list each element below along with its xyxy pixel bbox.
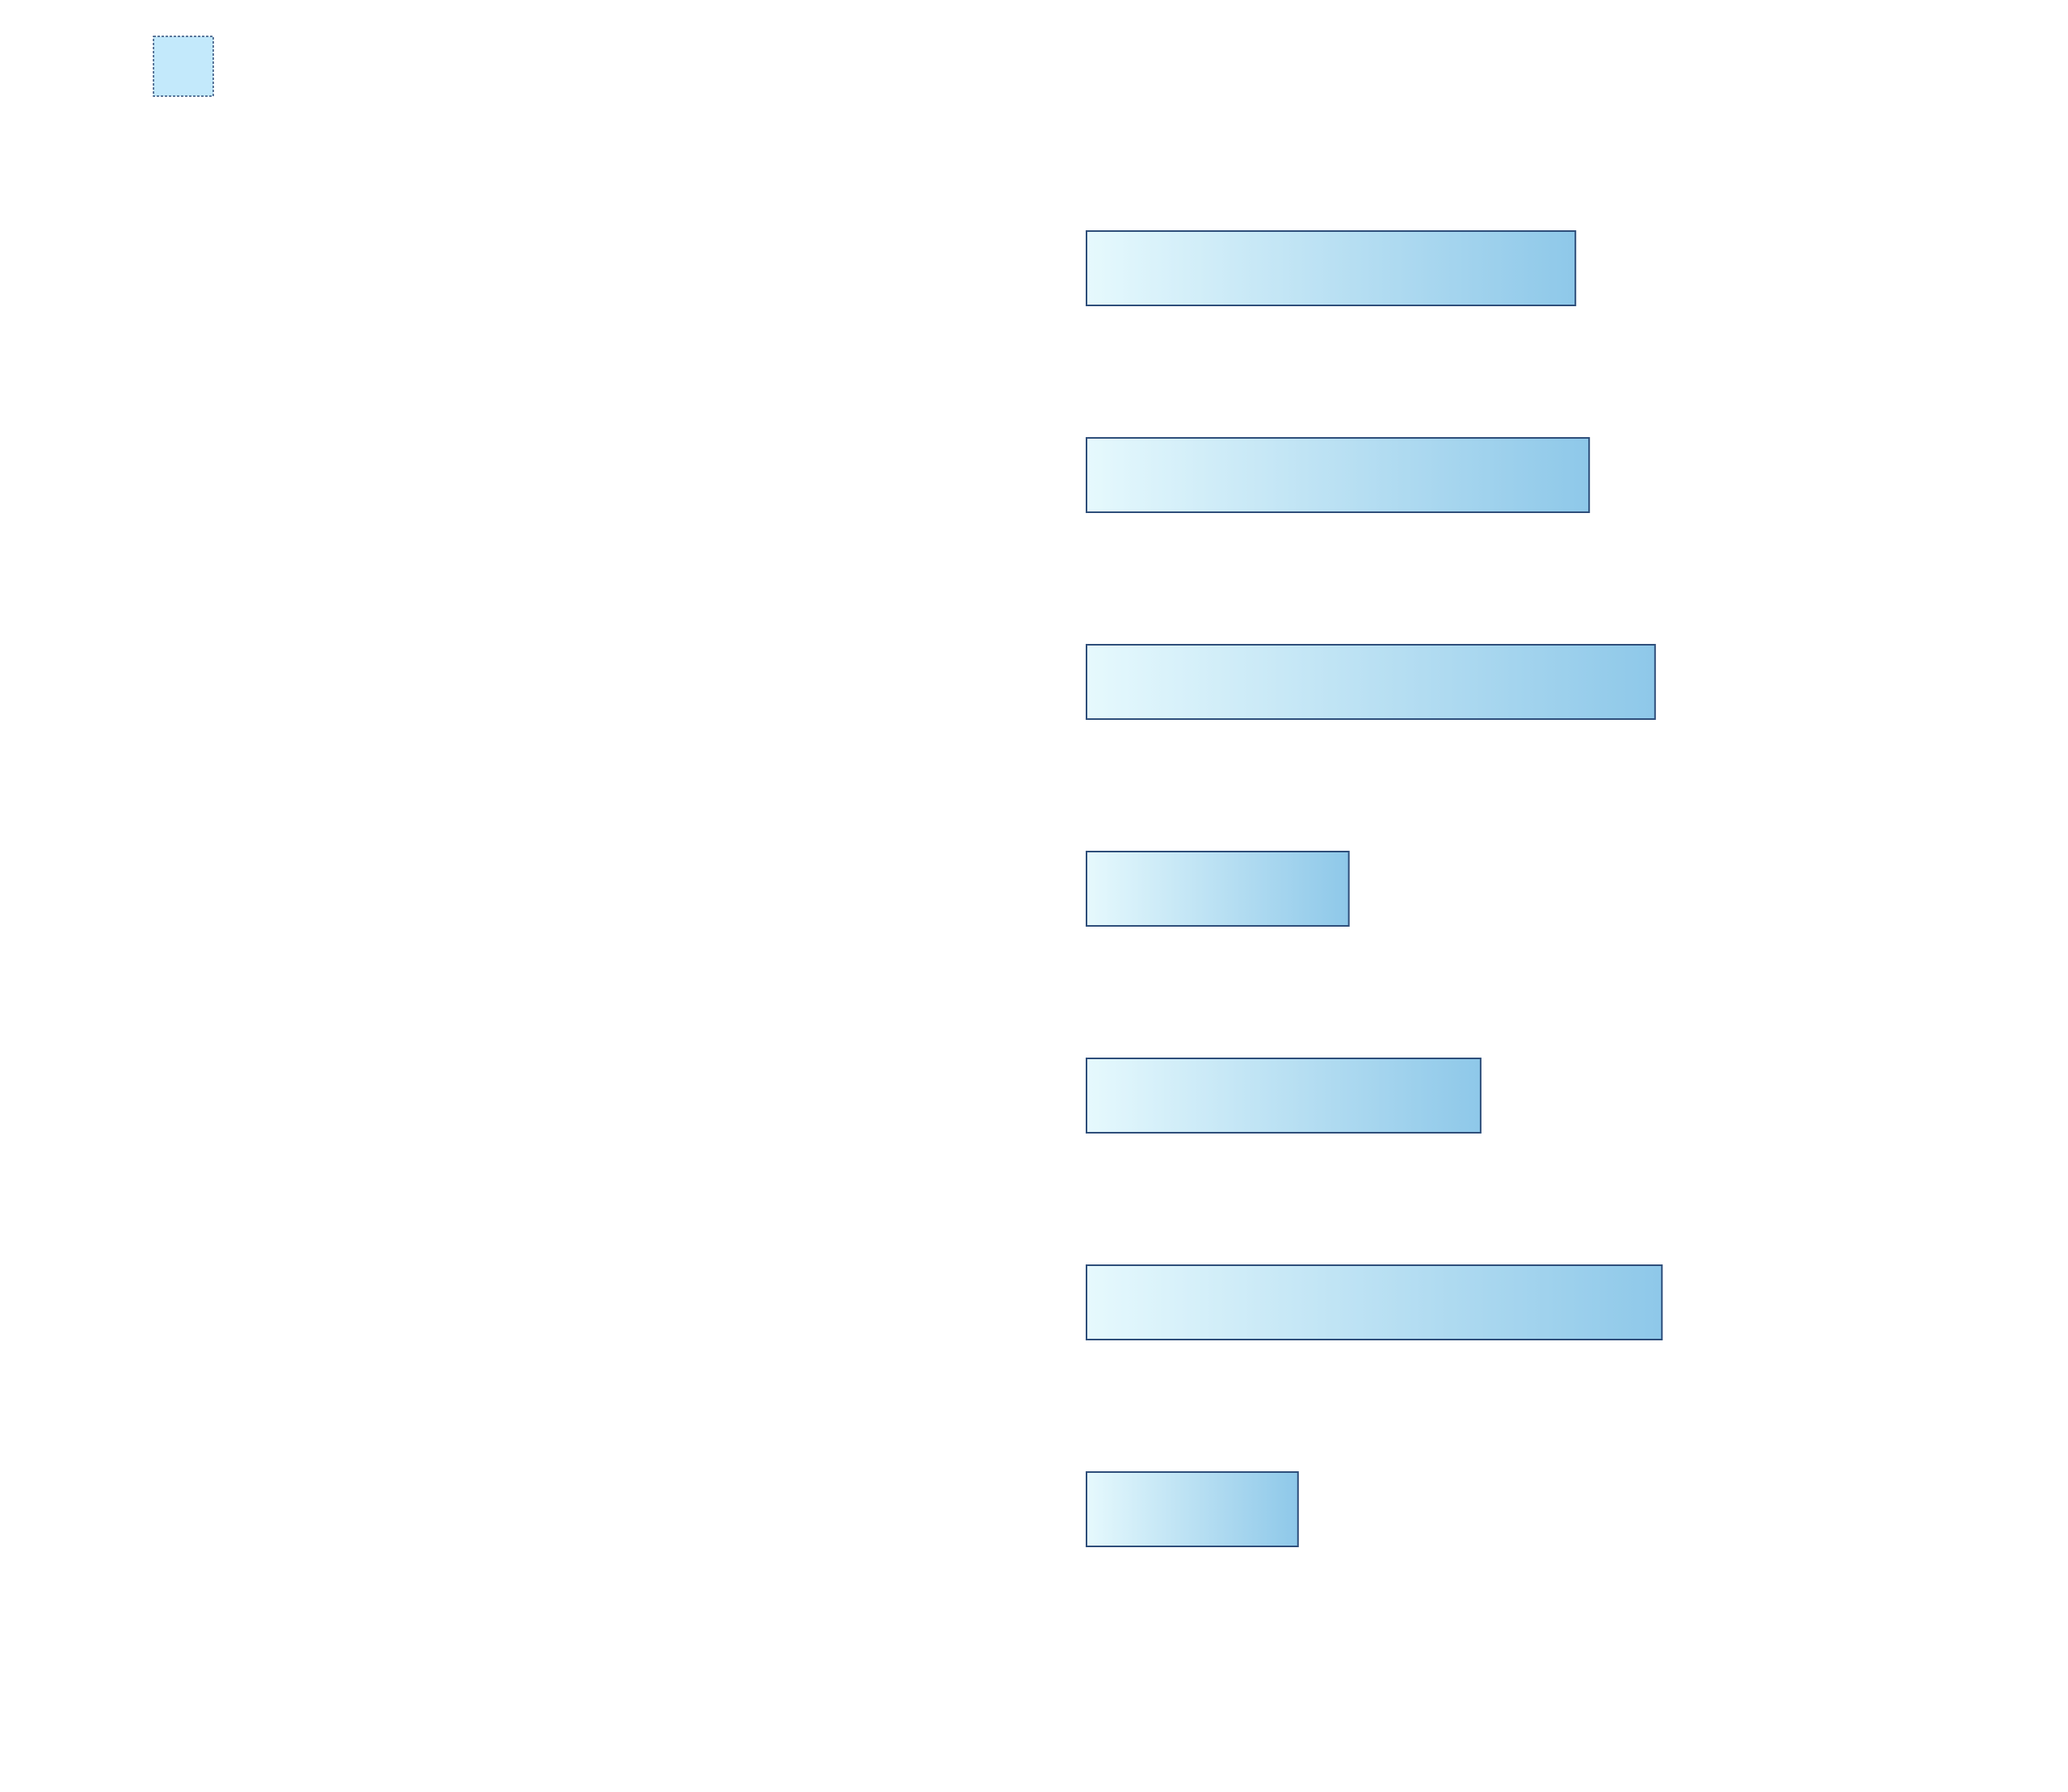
bar-1	[1086, 230, 1577, 306]
bar-5	[1086, 1058, 1482, 1134]
bar-6	[1086, 1264, 1663, 1340]
bar-group	[1086, 230, 1663, 1547]
bar-4	[1086, 851, 1350, 927]
chart-legend	[153, 36, 214, 97]
bar-3	[1086, 644, 1656, 720]
bar-2	[1086, 437, 1591, 513]
bar-7	[1086, 1471, 1299, 1547]
legend-swatch	[153, 36, 214, 97]
